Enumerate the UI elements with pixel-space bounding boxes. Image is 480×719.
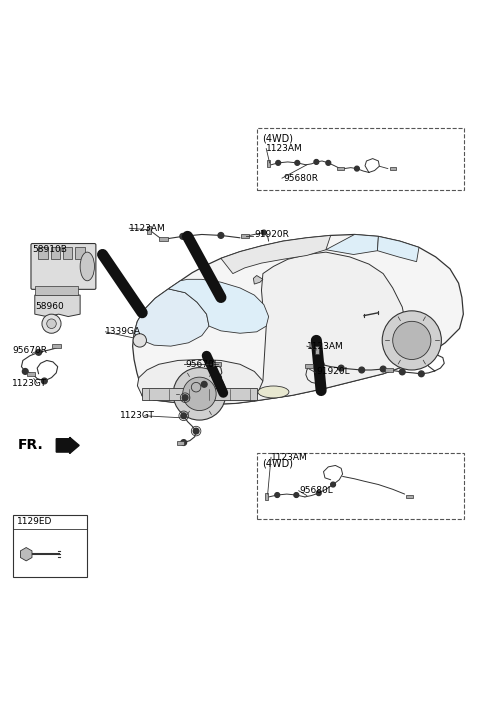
Text: 95670L: 95670L bbox=[185, 360, 219, 369]
Text: 95680L: 95680L bbox=[300, 486, 334, 495]
Polygon shape bbox=[137, 360, 263, 404]
Circle shape bbox=[193, 429, 199, 434]
Bar bbox=[35, 285, 78, 295]
Circle shape bbox=[218, 232, 224, 238]
Circle shape bbox=[23, 369, 28, 375]
Circle shape bbox=[331, 482, 336, 487]
Text: 91920R: 91920R bbox=[254, 230, 289, 239]
Bar bbox=[159, 237, 168, 242]
Text: 1123AM: 1123AM bbox=[271, 453, 308, 462]
Circle shape bbox=[181, 413, 187, 418]
Circle shape bbox=[318, 362, 324, 367]
Bar bbox=[241, 234, 249, 238]
Text: 1123AM: 1123AM bbox=[307, 342, 344, 351]
Circle shape bbox=[399, 369, 405, 375]
Circle shape bbox=[355, 166, 360, 171]
Text: 1123AM: 1123AM bbox=[266, 144, 303, 153]
Bar bbox=[257, 452, 464, 519]
Polygon shape bbox=[254, 252, 407, 401]
Circle shape bbox=[183, 377, 216, 411]
Bar bbox=[385, 368, 393, 372]
Circle shape bbox=[201, 382, 207, 387]
Text: 95680R: 95680R bbox=[283, 174, 318, 183]
Text: 1123GT: 1123GT bbox=[12, 379, 47, 388]
Circle shape bbox=[295, 160, 300, 165]
Bar bbox=[213, 362, 221, 366]
Circle shape bbox=[275, 493, 280, 498]
Circle shape bbox=[419, 371, 424, 377]
Text: (4WD): (4WD) bbox=[263, 134, 293, 144]
Bar bbox=[38, 247, 48, 260]
Bar bbox=[50, 247, 60, 260]
Circle shape bbox=[294, 493, 299, 498]
Bar bbox=[390, 167, 396, 170]
Text: 95670R: 95670R bbox=[12, 347, 47, 355]
Circle shape bbox=[182, 395, 188, 400]
Circle shape bbox=[181, 440, 187, 445]
Text: 1123GT: 1123GT bbox=[120, 411, 155, 421]
Ellipse shape bbox=[258, 386, 289, 398]
Circle shape bbox=[276, 160, 281, 165]
Circle shape bbox=[173, 367, 226, 420]
Bar bbox=[142, 388, 257, 400]
Circle shape bbox=[380, 366, 386, 372]
Circle shape bbox=[393, 321, 431, 360]
Bar bbox=[264, 493, 268, 500]
Bar bbox=[305, 364, 313, 368]
Bar bbox=[315, 346, 319, 354]
Circle shape bbox=[41, 378, 47, 384]
Bar bbox=[337, 167, 344, 170]
Text: 1339GA: 1339GA bbox=[106, 327, 142, 336]
Text: 1129ED: 1129ED bbox=[17, 517, 52, 526]
Circle shape bbox=[36, 349, 41, 355]
Circle shape bbox=[326, 160, 331, 165]
FancyArrow shape bbox=[56, 437, 79, 454]
Circle shape bbox=[133, 334, 146, 347]
Text: 1123AM: 1123AM bbox=[129, 224, 166, 233]
Bar bbox=[267, 160, 270, 168]
Text: 91920L: 91920L bbox=[316, 367, 350, 376]
Polygon shape bbox=[35, 295, 80, 316]
Circle shape bbox=[262, 230, 266, 235]
Bar bbox=[406, 495, 412, 498]
Circle shape bbox=[359, 367, 364, 373]
Text: 58960: 58960 bbox=[35, 301, 63, 311]
Bar bbox=[52, 344, 60, 348]
Polygon shape bbox=[221, 235, 331, 274]
Text: FR.: FR. bbox=[18, 439, 44, 452]
Bar bbox=[63, 247, 72, 260]
Bar bbox=[147, 226, 151, 234]
Circle shape bbox=[314, 160, 319, 165]
Polygon shape bbox=[168, 279, 269, 333]
Bar bbox=[75, 247, 85, 260]
Circle shape bbox=[382, 311, 442, 370]
Circle shape bbox=[42, 314, 61, 333]
Text: 58910B: 58910B bbox=[33, 245, 67, 255]
Polygon shape bbox=[326, 234, 378, 255]
Bar bbox=[13, 515, 87, 577]
FancyBboxPatch shape bbox=[31, 244, 96, 289]
Polygon shape bbox=[134, 289, 209, 346]
Ellipse shape bbox=[80, 252, 95, 280]
Polygon shape bbox=[132, 234, 463, 404]
Text: (4WD): (4WD) bbox=[263, 458, 293, 468]
Circle shape bbox=[47, 319, 56, 329]
Bar bbox=[257, 128, 464, 190]
Circle shape bbox=[316, 491, 321, 495]
Bar bbox=[27, 372, 35, 376]
Circle shape bbox=[216, 375, 221, 380]
Bar bbox=[177, 441, 184, 445]
Circle shape bbox=[180, 234, 186, 239]
Polygon shape bbox=[253, 275, 263, 284]
Circle shape bbox=[338, 365, 344, 371]
Polygon shape bbox=[377, 237, 419, 262]
